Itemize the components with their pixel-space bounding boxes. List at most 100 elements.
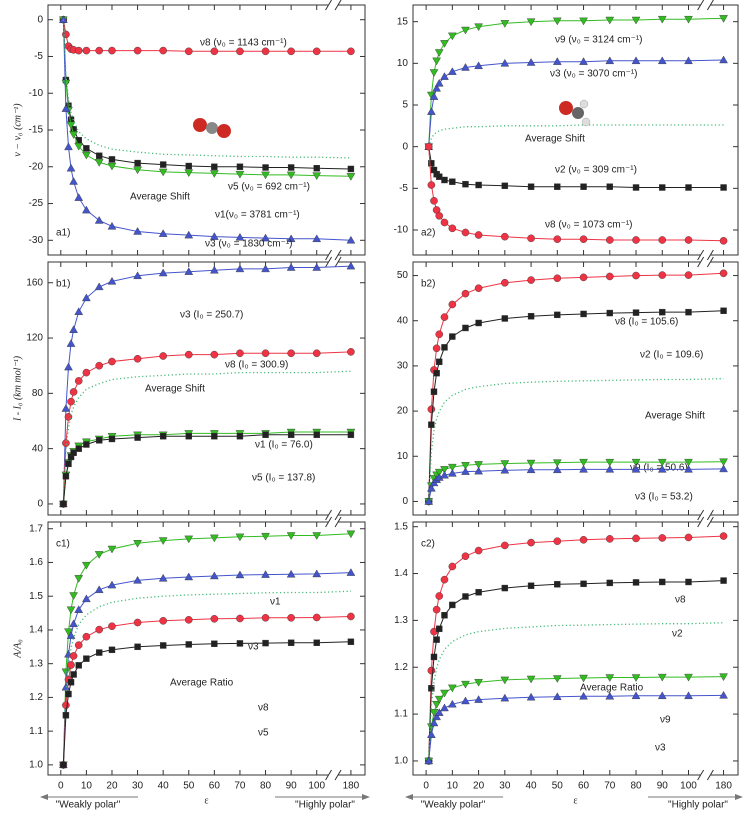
marker: [94, 551, 104, 559]
marker: [286, 171, 296, 180]
marker: [461, 63, 470, 71]
y-tick-label: 10: [397, 58, 409, 69]
marker: [107, 545, 117, 554]
marker: [236, 432, 244, 440]
y-tick-label: 10: [397, 451, 409, 462]
marker: [605, 458, 615, 467]
marker: [632, 184, 640, 191]
axis-break-mark: [706, 249, 714, 261]
marker: [67, 679, 75, 686]
axis-break-mark: [334, 0, 342, 11]
panel: 1.0 1.1 1.2 1.3 1.4 1.5 0 10 20 30 40 50 60 70 80 90 100…: [394, 516, 743, 811]
x-annotation: "Weakly polar": [56, 800, 121, 811]
marker: [159, 642, 167, 649]
marker: [158, 168, 168, 177]
marker: [554, 581, 561, 588]
axis-break-mark: [697, 256, 705, 268]
marker: [75, 662, 82, 669]
y-tick-label: 1.1: [29, 726, 43, 737]
marker: [719, 673, 728, 682]
marker: [159, 432, 167, 440]
marker: [83, 441, 90, 448]
axis-break-gap: [328, 513, 339, 517]
marker: [62, 701, 70, 709]
y-tick-label: 0: [37, 499, 43, 510]
marker: [720, 307, 727, 314]
marker: [440, 72, 449, 80]
y-tick-label: 1.2: [29, 692, 43, 703]
marker: [184, 47, 193, 56]
marker: [94, 585, 104, 594]
marker: [261, 532, 270, 541]
marker: [158, 573, 168, 582]
marker: [474, 461, 483, 469]
marker: [605, 691, 615, 700]
x-tick-label: 80: [630, 781, 642, 792]
series-line: [428, 377, 724, 502]
marker: [286, 263, 296, 271]
marker: [95, 46, 103, 55]
marker: [82, 205, 91, 214]
marker: [108, 622, 116, 631]
marker: [427, 666, 436, 675]
marker: [108, 357, 116, 366]
marker: [64, 142, 73, 151]
marker: [552, 57, 562, 65]
marker: [434, 49, 444, 57]
marker: [527, 582, 535, 589]
marker: [287, 164, 295, 171]
marker: [133, 354, 142, 363]
marker: [133, 618, 142, 627]
x-tick-label: 20: [106, 781, 118, 792]
marker: [462, 324, 469, 332]
marker: [605, 16, 615, 25]
marker: [501, 541, 509, 550]
marker: [312, 234, 322, 243]
marker: [631, 16, 641, 25]
marker: [184, 267, 194, 275]
marker: [62, 712, 70, 719]
marker: [107, 221, 117, 230]
marker: [66, 121, 76, 130]
marker: [313, 165, 320, 172]
series-label: Average Ratio: [580, 683, 644, 694]
marker: [605, 464, 615, 473]
marker: [432, 605, 441, 614]
marker: [684, 533, 693, 542]
plot-frame: [412, 521, 739, 776]
marker: [59, 15, 68, 23]
panel: 0 -5 -10 -15 -20 -25 -30 ν8 (ν₀ = 1143 cm⁻¹) ν5 …: [12, 0, 366, 261]
marker: [261, 570, 270, 578]
series-line: [428, 676, 724, 761]
marker: [719, 237, 728, 245]
marker: [501, 278, 509, 287]
marker: [461, 552, 470, 561]
marker: [82, 293, 91, 302]
marker: [719, 458, 728, 467]
marker: [261, 171, 270, 180]
marker: [632, 271, 640, 280]
marker: [440, 689, 449, 698]
marker: [82, 594, 91, 603]
marker: [657, 56, 667, 65]
marker: [133, 166, 142, 175]
y-tick-label: -5: [399, 183, 408, 194]
marker: [440, 703, 449, 712]
marker: [475, 589, 482, 596]
marker: [159, 617, 167, 625]
y-tick-label: 160: [26, 277, 43, 288]
axis-break-mark: [706, 769, 714, 781]
marker: [134, 434, 141, 441]
y-tick-label: 1.7: [29, 523, 43, 534]
series-label: ν9 (ν₀ = 3124 cm⁻¹): [555, 35, 643, 46]
marker: [66, 631, 76, 639]
series-label: ν8: [675, 595, 686, 606]
marker: [448, 684, 457, 693]
marker: [312, 349, 321, 358]
marker: [606, 183, 613, 190]
marker: [500, 58, 510, 67]
marker: [432, 57, 441, 66]
marker: [527, 538, 535, 547]
marker: [448, 463, 457, 472]
series-label: ν8 (I₀ = 300.9): [225, 360, 288, 371]
